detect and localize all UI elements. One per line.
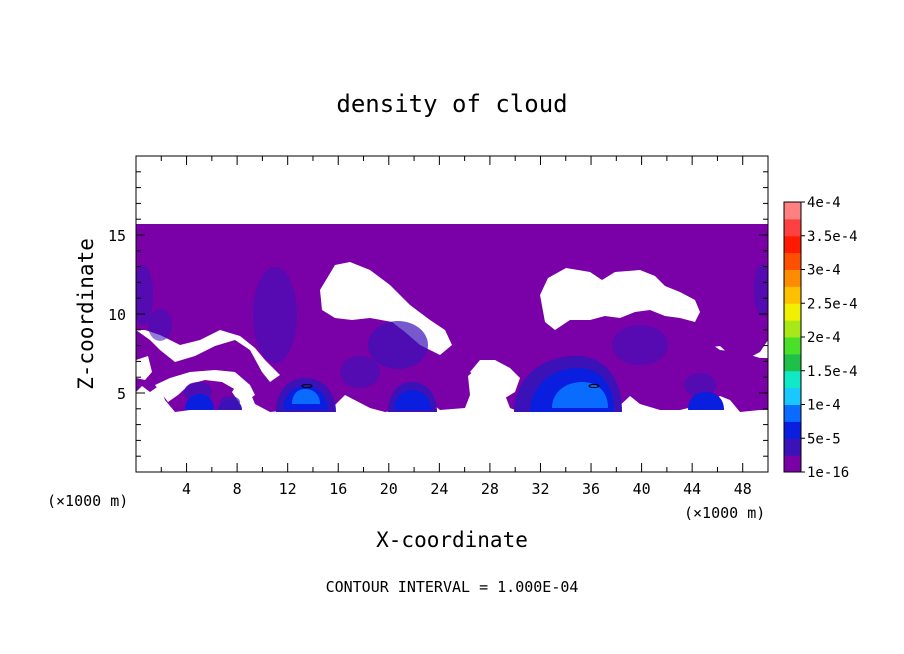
contour-interval-note: CONTOUR INTERVAL = 1.000E-04 [326, 578, 579, 596]
colorbar-swatch [784, 353, 801, 372]
x-tick-label: 12 [279, 480, 297, 498]
x-tick-label: 4 [182, 480, 191, 498]
y-tick-label: 15 [108, 227, 126, 245]
colorbar-swatch [784, 320, 801, 338]
x-axis-label: X-coordinate [376, 528, 528, 552]
plot-area [136, 156, 768, 472]
colorbar-swatch [784, 370, 801, 389]
x-tick-label: 8 [233, 480, 242, 498]
y-tick-label: 10 [108, 306, 126, 324]
y-axis-label: Z-coordinate [74, 238, 98, 390]
x-tick-label: 36 [582, 480, 600, 498]
x-tick-label: 40 [633, 480, 651, 498]
colorbar-label: 4e-4 [807, 195, 841, 211]
x-tick-label: 24 [430, 480, 448, 498]
colorbar-label: 2.5e-4 [807, 296, 858, 312]
colorbar: 1e-16 5e-5 1e-4 1.5e-4 2e-4 2.5e-4 3e-4 3.5e-4 4… [783, 195, 858, 481]
x-tick-label: 48 [734, 480, 752, 498]
clear-hole-6 [136, 356, 152, 380]
colorbar-swatch [784, 438, 801, 456]
x-tick-label: 16 [329, 480, 347, 498]
colorbar-swatch [784, 202, 801, 220]
dense-core-left [276, 378, 336, 412]
x-tick-label: 20 [380, 480, 398, 498]
chart-title: density of cloud [336, 90, 567, 118]
colorbar-label: 1e-4 [807, 398, 841, 414]
cloud-region-base [136, 224, 768, 412]
colorbar-label: 3e-4 [807, 263, 841, 279]
clear-hole-4 [155, 370, 255, 402]
colorbar-swatch [784, 269, 801, 287]
x-tick-label: 28 [481, 480, 499, 498]
x-unit-label: (×1000 m) [684, 504, 765, 522]
colorbar-swatch [784, 218, 801, 237]
clear-hole-5 [470, 360, 520, 398]
colorbar-label: 2e-4 [807, 330, 841, 346]
colorbar-label: 1e-16 [807, 465, 849, 481]
colorbar-swatch [784, 337, 801, 355]
colorbar-label: 5e-5 [807, 431, 841, 447]
y-axis: 5 10 15 [108, 171, 768, 457]
plume-layer-5e-5 [136, 264, 768, 408]
x-tick-label: 32 [531, 480, 549, 498]
clear-hole-3 [136, 330, 280, 382]
dense-core-right [514, 356, 622, 412]
colorbar-swatch [784, 252, 801, 270]
y-unit-label: (×1000 m) [47, 492, 128, 510]
colorbar-swatch [784, 421, 801, 439]
dense-core-small [185, 392, 724, 410]
colorbar-swatch [784, 286, 801, 304]
colorbar-swatch [784, 404, 801, 422]
colorbar-swatch [784, 235, 801, 254]
colorbar-swatch [784, 387, 801, 405]
y-tick-label: 5 [117, 385, 126, 403]
dense-core-middle [388, 382, 437, 412]
colorbar-label: 1.5e-4 [807, 364, 858, 380]
x-axis: 4 8 12 16 20 24 28 32 36 40 44 48 [160, 156, 752, 498]
colorbar-swatch [784, 303, 801, 321]
clear-hole-2 [540, 268, 700, 330]
colorbar-label: 3.5e-4 [807, 229, 858, 245]
x-tick-label: 44 [683, 480, 701, 498]
colorbar-swatch [784, 455, 801, 473]
